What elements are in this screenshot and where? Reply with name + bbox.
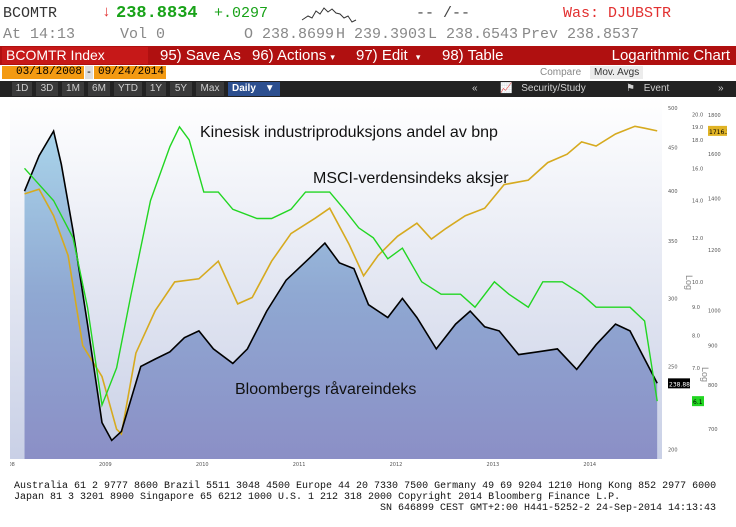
y-tick-left: 400	[668, 189, 678, 195]
chart-area: 500 450 400 350 300 250 200 20.0 19.0 18.0 16.0 14.…	[10, 97, 727, 467]
bcom-last-badge-box	[668, 378, 690, 389]
end-date-field[interactable]: 09/24/2014	[94, 66, 166, 79]
command-bar: BCOMTR Index 95) Save As 96) Actions ▾ 9…	[0, 46, 736, 65]
quote-header: BCOMTR ↓ 238.8834 +.0297 -- /-- Was: DJU…	[0, 0, 736, 28]
bcom-last-badge: 238.8834	[669, 381, 698, 388]
bcom-area	[24, 131, 658, 459]
period-toolbar: 1D 3D 1M 6M YTD 1Y 5Y Max Daily ▼ « 📈 Se…	[0, 81, 736, 97]
y-tick-right2: 1000	[708, 309, 721, 315]
frequency-select[interactable]: Daily ▼	[228, 82, 280, 96]
y-tick-right1: 19.0	[692, 125, 703, 131]
last-price: 238.8834	[116, 4, 198, 23]
collapse-icon[interactable]: «	[472, 83, 478, 94]
event-button[interactable]: ⚑ Event	[626, 83, 670, 94]
footer-contacts-1: Australia 61 2 9777 8600 Brazil 5511 304…	[14, 481, 717, 492]
tab-3d[interactable]: 3D	[36, 82, 58, 96]
x-tick-label: 2009	[99, 462, 112, 467]
date-range-bar: 03/18/2008 - 09/24/2014 Compare Mov. Avg…	[0, 65, 736, 80]
y-tick-right1: 12.0	[692, 236, 703, 242]
chart-line-icon: 📈	[500, 83, 513, 94]
volume: Vol 0	[120, 26, 166, 43]
y-tick-right2: 1400	[708, 197, 721, 203]
date-separator: -	[85, 66, 93, 79]
security-field[interactable]: BCOMTR Index	[2, 47, 148, 64]
y-tick-right1: 10.0	[692, 280, 703, 286]
china-last-badge-box	[692, 396, 704, 407]
low-price: L 238.6543	[428, 26, 519, 43]
y-tick-right1: 8.0	[692, 334, 700, 340]
y-tick-left: 300	[668, 296, 678, 302]
tab-5y[interactable]: 5Y	[170, 82, 192, 96]
footer: Australia 61 2 9777 8600 Brazil 5511 304…	[0, 478, 736, 527]
y-tick-right2: 1600	[708, 152, 721, 158]
y-tick-right1: 14.0	[692, 199, 703, 205]
annotation-china: Kinesisk industriproduksjons andel av bn…	[200, 124, 498, 141]
compare-button[interactable]: Compare	[540, 67, 582, 78]
table-button[interactable]: 98) Table	[442, 47, 504, 64]
y-tick-left: 250	[668, 364, 678, 370]
x-tick-label: 2010	[196, 462, 209, 467]
x-tick-label: 2014	[583, 462, 596, 467]
caret-down-icon: ▾	[415, 52, 421, 62]
y-tick-right1: 7.0	[692, 366, 700, 372]
y-tick-right2: 700	[708, 427, 718, 433]
x-tick-label: 2011	[293, 462, 306, 467]
expand-icon[interactable]: »	[718, 83, 724, 94]
x-tick-label: 2008	[10, 462, 15, 467]
bid-ask: -- /--	[416, 5, 471, 22]
high-price: H 239.3903	[336, 26, 427, 43]
y-tick-right1: 9.0	[692, 305, 700, 311]
y-tick-right1: 16.0	[692, 166, 703, 172]
was-label: Was: DJUBSTR	[563, 5, 672, 22]
tab-6m[interactable]: 6M	[88, 82, 110, 96]
start-date-field[interactable]: 03/18/2008	[2, 66, 84, 79]
chart-title: Logarithmic Chart	[611, 47, 730, 64]
china-line	[23, 125, 658, 408]
down-arrow-icon: ↓	[102, 4, 112, 21]
axis-label-right: Log	[700, 367, 710, 382]
edit-button[interactable]: 97) Edit ▾	[356, 47, 421, 64]
y-tick-left: 350	[668, 239, 678, 245]
msci-last-badge-box	[708, 125, 727, 136]
prev-price: Prev 238.8537	[522, 26, 640, 43]
price-change: +.0297	[214, 5, 269, 22]
y-tick-right2: 1800	[708, 113, 721, 119]
y-tick-right1: 20.0	[692, 112, 703, 118]
y-tick-right2: 800	[708, 383, 718, 389]
quote-time: At 14:13	[3, 26, 76, 43]
mov-avgs-button[interactable]: Mov. Avgs	[590, 66, 644, 79]
y-tick-left: 500	[668, 106, 678, 112]
footer-contacts-2: Japan 81 3 3201 8900 Singapore 65 6212 1…	[14, 492, 621, 503]
msci-line	[24, 125, 658, 436]
tab-ytd[interactable]: YTD	[114, 82, 142, 96]
tab-1y[interactable]: 1Y	[146, 82, 166, 96]
china-last-badge: 6.1	[693, 399, 703, 406]
bcom-line	[23, 128, 658, 442]
x-tick-label: 2013	[486, 462, 499, 467]
y-tick-left: 200	[668, 448, 678, 454]
caret-down-icon: ▼	[264, 83, 275, 94]
save-as-button[interactable]: 95) Save As	[160, 47, 241, 64]
annotation-bcom: Bloombergs råvareindeks	[235, 380, 416, 398]
y-tick-right2: 900	[708, 344, 718, 350]
sparkline-icon	[301, 7, 357, 23]
msci-last-badge: 1716.23	[709, 129, 727, 136]
y-tick-right2: 1200	[708, 248, 721, 254]
y-tick-right1: 18.0	[692, 138, 703, 144]
footer-session: SN 646899 CEST GMT+2:00 H441-5252-2 24-S…	[380, 503, 717, 514]
y-tick-left: 450	[668, 145, 678, 151]
security-study-button[interactable]: 📈 Security/Study	[500, 83, 586, 94]
annotation-msci: MSCI-verdensindeks aksjer	[313, 170, 509, 187]
flag-icon: ⚑	[626, 83, 635, 94]
axis-label-right: Log	[684, 275, 694, 290]
quote-stats: At 14:13 Vol 0 O 238.8699 H 239.3903 L 2…	[0, 26, 736, 46]
open-price: O 238.8699	[244, 26, 335, 43]
tab-1d[interactable]: 1D	[12, 82, 32, 96]
actions-button[interactable]: 96) Actions ▾	[252, 47, 335, 64]
tab-1m[interactable]: 1M	[62, 82, 84, 96]
caret-down-icon: ▾	[330, 52, 335, 62]
ticker: BCOMTR	[3, 5, 58, 22]
tab-max[interactable]: Max	[196, 82, 224, 96]
x-tick-label: 2012	[390, 462, 403, 467]
